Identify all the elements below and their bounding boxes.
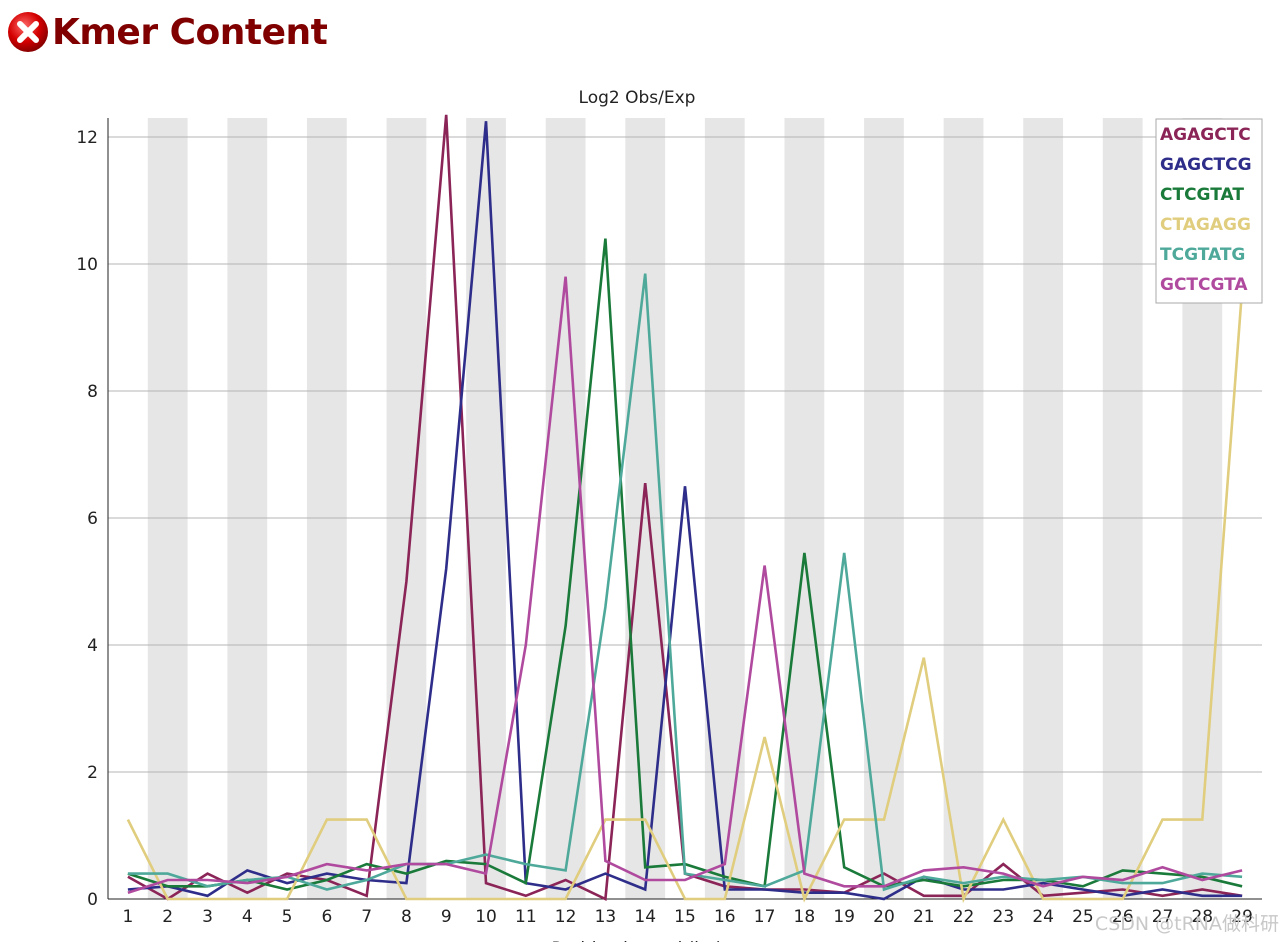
series-line-ctagagg (126, 289, 1244, 904)
y-tick-label: 4 (87, 636, 98, 656)
chart-title: Log2 Obs/Exp (579, 88, 696, 108)
x-tick-label: 14 (634, 907, 656, 927)
y-tick-label: 2 (87, 763, 98, 783)
module-header: Kmer Content (6, 4, 328, 60)
shaded-column (306, 118, 347, 899)
x-tick-label: 27 (1152, 907, 1174, 927)
x-tick-label: 1 (122, 907, 133, 927)
legend-entry: CTAGAGG (1160, 215, 1251, 235)
shaded-column (1102, 118, 1143, 899)
x-tick-label: 9 (441, 907, 452, 927)
y-tick-label: 8 (87, 382, 98, 402)
y-tick-label: 6 (87, 509, 98, 529)
x-tick-label: 12 (555, 907, 577, 927)
x-tick-label: 25 (1072, 907, 1094, 927)
shaded-column (227, 118, 268, 899)
x-tick-label: 21 (913, 907, 935, 927)
x-tick-label: 19 (833, 907, 855, 927)
legend-entry: GAGCTCG (1160, 155, 1252, 175)
series-line-ctcgtat (127, 238, 1243, 891)
legend-box (1155, 118, 1263, 304)
x-tick-label: 17 (754, 907, 776, 927)
x-tick-label: 4 (242, 907, 253, 927)
legend-entry: CTCGTAT (1160, 185, 1244, 205)
series-line-gagctcg (127, 121, 1243, 901)
shaded-column (704, 118, 745, 899)
x-tick-label: 24 (1032, 907, 1054, 927)
x-axis-label: Position in read (bp) (551, 939, 722, 942)
watermark: CSDN @tRNA做科研 (1094, 913, 1279, 935)
legend-entry: TCGTATG (1160, 245, 1245, 265)
x-tick-label: 20 (873, 907, 895, 927)
shaded-column (784, 118, 825, 899)
y-tick-label: 12 (76, 128, 98, 148)
shaded-column (943, 118, 984, 899)
x-tick-label: 28 (1191, 907, 1213, 927)
legend-entry: AGAGCTC (1160, 125, 1251, 145)
x-tick-label: 26 (1112, 907, 1134, 927)
y-tick-label: 0 (87, 890, 98, 910)
series-line-gctcgta (127, 276, 1243, 894)
shaded-column (625, 118, 666, 899)
x-tick-label: 5 (282, 907, 293, 927)
x-tick-label: 3 (202, 907, 213, 927)
x-tick-label: 29 (1231, 907, 1253, 927)
x-tick-label: 10 (475, 907, 497, 927)
x-tick-label: 23 (993, 907, 1015, 927)
shaded-column (147, 118, 188, 899)
legend-entry: GCTCGTA (1160, 275, 1248, 295)
series-line-tcgtatg (127, 273, 1243, 892)
shaded-column (466, 118, 506, 899)
x-tick-label: 22 (953, 907, 975, 927)
x-tick-label: 6 (321, 907, 332, 927)
fail-icon (8, 12, 48, 52)
x-tick-label: 13 (595, 907, 617, 927)
shaded-column (1023, 118, 1064, 899)
page-title: Kmer Content (52, 11, 328, 53)
series-line-agagctc (127, 114, 1243, 901)
x-tick-label: 16 (714, 907, 736, 927)
x-tick-label: 11 (515, 907, 537, 927)
y-tick-label: 10 (76, 255, 98, 275)
x-tick-label: 8 (401, 907, 412, 927)
x-tick-label: 7 (361, 907, 372, 927)
x-tick-label: 2 (162, 907, 173, 927)
x-tick-label: 15 (674, 907, 696, 927)
x-tick-label: 18 (794, 907, 816, 927)
